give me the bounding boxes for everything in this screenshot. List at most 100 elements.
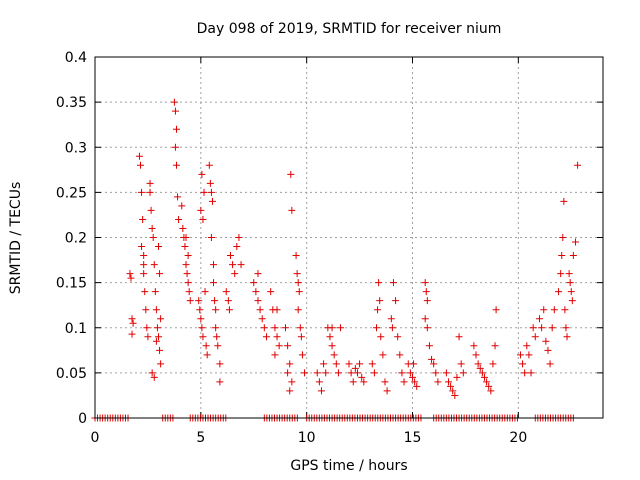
data-point <box>347 369 355 377</box>
data-point <box>182 261 190 269</box>
data-point <box>148 224 156 232</box>
data-point <box>156 270 164 278</box>
data-point <box>151 288 159 296</box>
data-point <box>153 324 161 332</box>
data-point <box>138 188 146 196</box>
data-point <box>138 243 146 251</box>
data-point <box>127 274 135 282</box>
data-point <box>389 279 397 287</box>
y-tick-label: 0.3 <box>65 140 87 156</box>
data-point <box>212 306 220 314</box>
data-point <box>233 243 241 251</box>
data-point <box>155 333 162 341</box>
data-point <box>356 360 364 368</box>
data-point <box>421 279 429 287</box>
data-point <box>565 270 573 278</box>
data-point <box>288 206 296 214</box>
data-point <box>555 288 563 296</box>
data-point <box>476 364 484 372</box>
data-point <box>294 306 302 314</box>
data-point <box>254 270 262 278</box>
data-point <box>328 324 336 332</box>
data-point <box>210 279 218 287</box>
data-point <box>181 243 189 251</box>
data-point <box>196 306 204 314</box>
data-point <box>332 360 340 368</box>
data-point <box>558 252 566 260</box>
data-point <box>157 360 165 368</box>
data-point <box>388 324 396 332</box>
data-point <box>337 324 345 332</box>
data-point <box>525 351 533 359</box>
data-point <box>298 351 306 359</box>
data-point <box>413 382 421 390</box>
data-point <box>293 270 301 278</box>
data-point <box>521 369 529 377</box>
x-axis-label: GPS time / hours <box>290 458 407 474</box>
data-point <box>444 378 452 386</box>
data-point <box>301 369 309 377</box>
data-point <box>150 373 158 381</box>
data-point <box>207 234 215 241</box>
data-point <box>254 297 262 305</box>
data-point <box>568 297 576 305</box>
data-point <box>126 270 134 278</box>
data-point <box>137 161 145 169</box>
y-tick-label: 0.15 <box>56 276 87 292</box>
chart-title: Day 098 of 2019, SRMTID for receiver niu… <box>197 21 502 37</box>
data-point <box>487 387 495 395</box>
data-point <box>489 360 497 368</box>
data-point <box>315 378 323 386</box>
data-point <box>322 369 330 377</box>
data-point <box>237 261 245 269</box>
data-point <box>273 333 281 341</box>
data-point <box>147 206 155 214</box>
data-point <box>567 288 575 296</box>
data-point <box>186 297 194 305</box>
x-tick-label: 15 <box>404 430 422 446</box>
data-point <box>442 369 450 377</box>
data-point <box>250 279 258 287</box>
data-point <box>538 324 546 332</box>
y-tick-label: 0 <box>78 411 87 427</box>
y-tick-label: 0.05 <box>56 366 87 382</box>
y-axis-label: SRMTID / TECUs <box>8 182 24 295</box>
data-point <box>202 342 210 350</box>
data-point <box>203 351 211 359</box>
data-point <box>216 378 224 386</box>
data-point <box>171 107 179 115</box>
x-tick-label: 0 <box>91 430 100 446</box>
data-point <box>377 333 385 341</box>
data-point <box>128 315 136 323</box>
data-point <box>152 306 160 314</box>
data-point <box>183 270 191 278</box>
data-point <box>561 306 569 314</box>
data-point <box>370 369 378 377</box>
grid <box>95 57 603 418</box>
data-point <box>271 351 279 359</box>
data-point <box>143 324 151 332</box>
data-point <box>480 373 488 381</box>
data-point <box>455 333 463 341</box>
data-point <box>206 179 214 187</box>
data-point <box>406 369 414 377</box>
data-point <box>351 364 359 372</box>
data-point <box>284 369 292 377</box>
data-point <box>320 360 328 368</box>
data-point <box>334 369 342 377</box>
data-point <box>392 297 400 305</box>
data-point <box>375 279 383 287</box>
data-point <box>149 234 157 241</box>
data-point <box>288 378 296 386</box>
data-point <box>226 252 234 260</box>
data-point <box>129 319 137 327</box>
data-point <box>374 306 382 314</box>
data-point <box>317 387 325 395</box>
data-point <box>198 324 206 332</box>
data-point <box>432 369 440 377</box>
data-point <box>271 324 279 332</box>
data-point <box>148 369 156 377</box>
plot-frame <box>94 56 604 419</box>
data-point <box>235 234 243 241</box>
